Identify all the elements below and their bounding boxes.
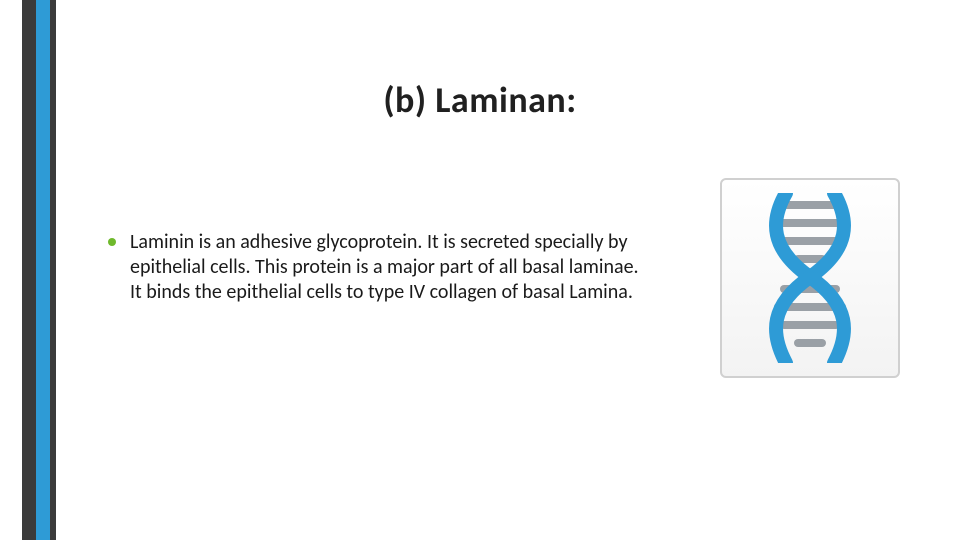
- dna-helix-icon: [750, 193, 870, 363]
- body-content: Laminin is an adhesive glycoprotein. It …: [108, 230, 648, 305]
- bullet-item: Laminin is an adhesive glycoprotein. It …: [108, 230, 648, 305]
- page-title: (b) Laminan:: [0, 78, 960, 122]
- bullet-dot-icon: [108, 238, 116, 246]
- dna-icon-container: [720, 178, 900, 378]
- bullet-text: Laminin is an adhesive glycoprotein. It …: [130, 230, 648, 305]
